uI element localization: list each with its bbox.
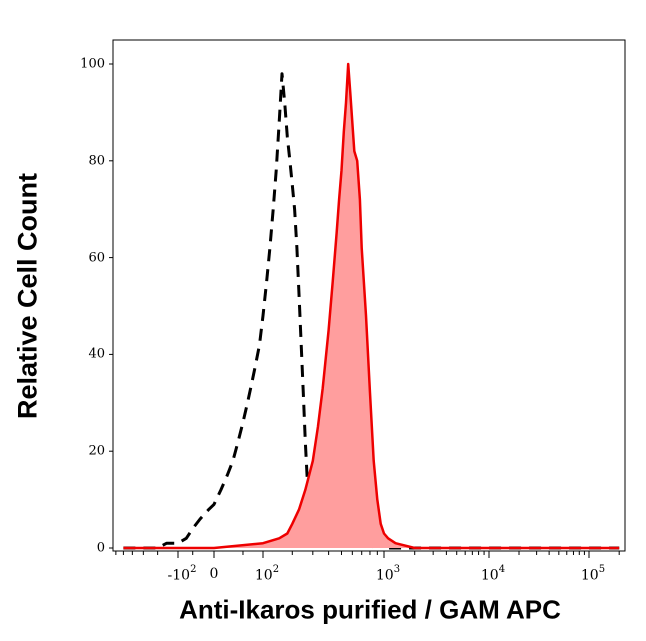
series-0-line (123, 72, 620, 550)
x-axis-title: Anti-Ikaros purified / GAM APC (179, 594, 561, 625)
series-layer (123, 62, 620, 550)
x-tick-label: 0 (209, 566, 219, 582)
x-tick-label: 105 (580, 564, 606, 584)
y-tick-label: 100 (80, 56, 105, 72)
y-tick-label: 60 (88, 250, 105, 266)
series-1-line (123, 62, 620, 550)
y-tick-label: 40 (88, 346, 105, 362)
y-tick-label: 20 (88, 443, 105, 459)
x-tick-label: 102 (254, 564, 280, 584)
series-1-area (123, 64, 620, 548)
y-tick-label: 0 (96, 540, 105, 556)
x-tick-label: 103 (375, 564, 401, 584)
x-tick-label: -102 (167, 564, 197, 584)
y-tick-label: 80 (88, 153, 105, 169)
tick-layer (109, 63, 620, 558)
y-axis-title: Relative Cell Count (12, 172, 43, 420)
x-tick-label: 104 (480, 564, 506, 584)
